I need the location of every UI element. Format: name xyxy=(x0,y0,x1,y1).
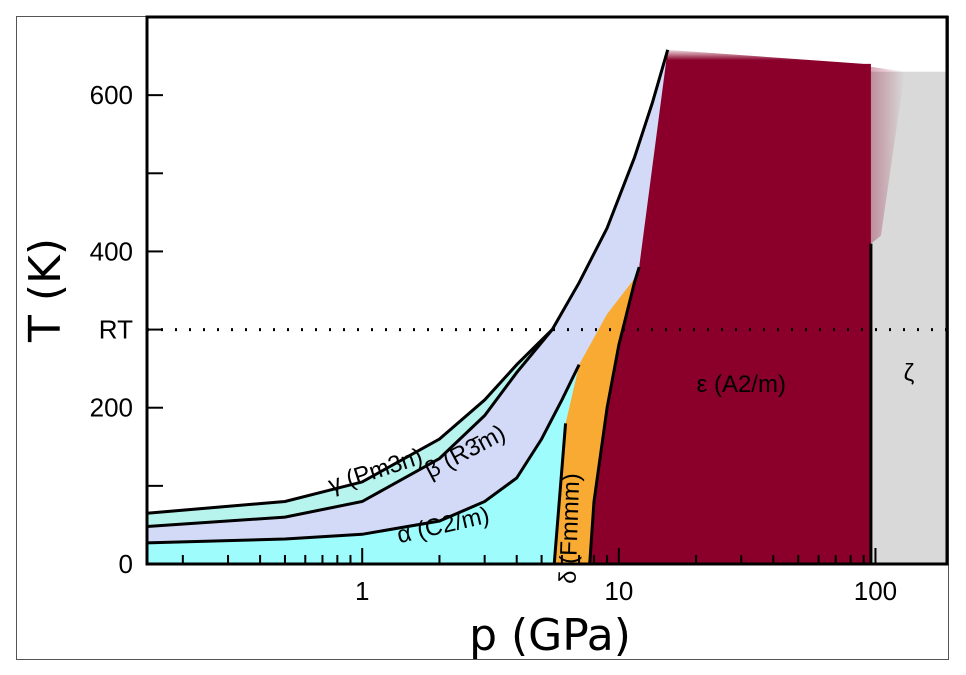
y-tick-label: 0 xyxy=(119,549,133,579)
x-tick-label: 10 xyxy=(604,576,633,606)
high-temperature-fade xyxy=(667,48,947,61)
beta-phase-region xyxy=(147,49,668,564)
phase-label: ζ xyxy=(904,359,915,386)
delta-epsilon-boundary xyxy=(588,266,641,564)
alpha-delta-boundary xyxy=(552,423,568,564)
phase-label: ε (A2/m) xyxy=(697,371,786,398)
y-axis: 0 200 400 600 RT xyxy=(90,80,163,579)
y-tick-label: 200 xyxy=(90,393,133,423)
x-tick-label: 100 xyxy=(854,576,897,606)
x-tick-label: 1 xyxy=(355,576,369,606)
phase-label: δ (Fmmm) xyxy=(555,473,586,585)
epsilon-zeta-transition-blur xyxy=(850,63,905,244)
gamma-upper-boundary xyxy=(147,328,554,515)
alpha-phase-region xyxy=(147,364,580,564)
y-tick-label: 600 xyxy=(90,80,133,110)
y-axis-title: T (K) xyxy=(20,238,71,343)
x-axis: 1 10 100 xyxy=(181,548,897,606)
rt-label: RT xyxy=(99,315,133,345)
beta-upper-boundary xyxy=(147,49,670,528)
phase-boundaries xyxy=(147,49,873,564)
alpha-beta-boundary xyxy=(147,364,581,545)
y-tick-label: 400 xyxy=(90,236,133,266)
plot-area-border xyxy=(145,15,949,566)
delta-phase-region xyxy=(554,267,640,564)
x-axis-title: p (GPa) xyxy=(469,610,631,661)
epsilon-phase-region xyxy=(589,49,871,564)
phase-regions xyxy=(147,48,947,564)
